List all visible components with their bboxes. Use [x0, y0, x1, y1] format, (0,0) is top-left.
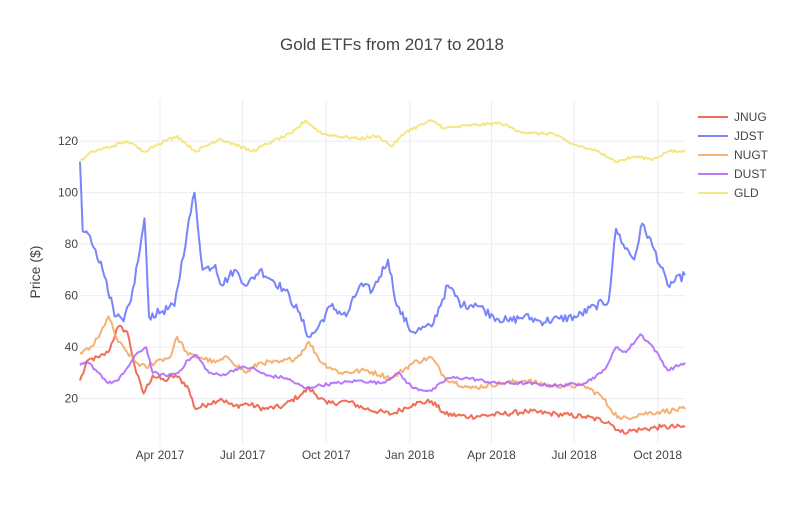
legend-label: JDST [734, 129, 765, 143]
series-line-nugt[interactable] [79, 315, 686, 421]
y-tick-label: 20 [65, 392, 79, 406]
legend-label: DUST [734, 167, 767, 181]
x-tick-label: Jul 2017 [220, 448, 266, 462]
legend-label: GLD [734, 186, 759, 200]
legend[interactable]: JNUG JDST NUGT DUST GLD [698, 110, 769, 200]
legend-item-dust[interactable]: DUST [698, 167, 767, 181]
series-line-dust[interactable] [79, 333, 686, 392]
y-tick-label: 120 [58, 134, 78, 148]
chart-title: Gold ETFs from 2017 to 2018 [280, 35, 504, 54]
y-tick-label: 100 [58, 186, 78, 200]
series-line-jdst[interactable] [79, 161, 686, 338]
y-tick-label: 60 [65, 289, 79, 303]
x-tick-label: Jul 2018 [551, 448, 597, 462]
y-tick-label: 40 [65, 340, 79, 354]
x-tick-label: Oct 2018 [633, 448, 682, 462]
series-line-gld[interactable] [79, 119, 686, 164]
legend-label: NUGT [734, 148, 769, 162]
x-tick-label: Oct 2017 [302, 448, 351, 462]
y-tick-label: 80 [65, 237, 79, 251]
x-tick-label: Apr 2017 [136, 448, 185, 462]
x-tick-label: Apr 2018 [467, 448, 516, 462]
legend-item-jdst[interactable]: JDST [698, 129, 765, 143]
legend-item-nugt[interactable]: NUGT [698, 148, 769, 162]
series-line-jnug[interactable] [79, 324, 686, 435]
legend-item-jnug[interactable]: JNUG [698, 110, 767, 124]
x-tick-label: Jan 2018 [385, 448, 435, 462]
x-axis-ticks: Apr 2017 Jul 2017 Oct 2017 Jan 2018 Apr 2018… [136, 448, 683, 462]
series-lines [79, 119, 686, 435]
y-axis-ticks: 20 40 60 80 100 120 [58, 134, 78, 405]
legend-item-gld[interactable]: GLD [698, 186, 759, 200]
legend-label: JNUG [734, 110, 767, 124]
y-axis-title: Price ($) [27, 246, 43, 299]
